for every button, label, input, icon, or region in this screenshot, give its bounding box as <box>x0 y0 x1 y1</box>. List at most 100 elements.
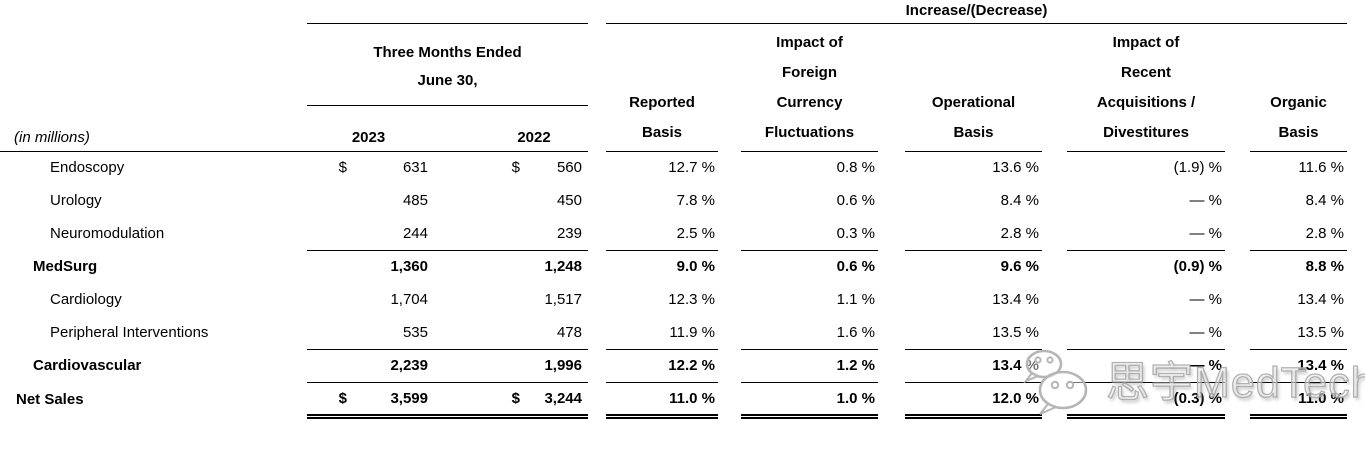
value-operational-basis: 2.8 % <box>905 217 1042 251</box>
currency-impact-header: Impact of Foreign Currency Fluctuations <box>741 23 878 152</box>
spacer-cell <box>1042 316 1067 349</box>
value-operational-basis: 12.0 % <box>905 382 1042 419</box>
value-currency-impact: 0.8 % <box>836 159 875 177</box>
spacer-cell <box>718 184 741 217</box>
period-header: Three Months Ended June 30, <box>307 22 588 106</box>
spacer-cell <box>430 151 480 184</box>
value-2023: 1,704 <box>390 291 428 308</box>
spacer-cell <box>588 349 606 382</box>
spacer-cell <box>430 382 480 419</box>
value-organic-basis: 13.5 % <box>1250 316 1348 350</box>
header-row-increase: Increase/(Decrease) <box>0 0 1348 24</box>
spacer-cell <box>878 316 905 349</box>
table-row: MedSurg 1,360 1,248 9.0 % 0.6 % 9.6 % (0.9) % 8… <box>0 250 1347 283</box>
spacer-cell <box>588 23 606 105</box>
value-operational-basis: 8.4 % <box>1000 192 1039 209</box>
segment-sales-table: Increase/(Decrease) Three Months Ended J… <box>0 0 1348 419</box>
value-operational-basis: 13.6 % <box>992 159 1039 177</box>
spacer-cell <box>1225 283 1250 316</box>
value-currency-impact: 0.6 % <box>836 192 875 209</box>
value-reported-basis: 7.8 % <box>676 192 715 209</box>
value-currency-impact: 1.0 % <box>741 382 878 419</box>
value-acquisitions-impact: (0.9) % <box>1173 258 1222 276</box>
value-acquisitions-impact: (0.3) % <box>1067 382 1225 419</box>
spacer-cell <box>1042 184 1067 217</box>
value-2022: 478 <box>520 316 588 350</box>
spacer-cell <box>588 184 606 217</box>
table-row: Cardiovascular 2,239 1,996 12.2 % 1.2 % 13.4 … <box>0 349 1348 383</box>
dollar-sign-2022 <box>480 250 520 283</box>
table-header: Increase/(Decrease) Three Months Ended J… <box>0 0 1348 152</box>
value-acquisitions-impact: — % <box>1067 349 1225 383</box>
spacer-cell <box>588 316 606 349</box>
value-organic-basis: 11.0 % <box>1250 382 1348 419</box>
spacer-cell <box>430 349 480 383</box>
spacer-cell <box>0 0 606 23</box>
value-acquisitions-impact: — % <box>1067 316 1225 350</box>
acquisitions-impact-header: Impact of Recent Acquisitions / Divestit… <box>1067 23 1225 152</box>
dollar-sign-2023 <box>307 217 347 251</box>
spacer-cell <box>1042 382 1067 416</box>
value-organic-basis: 11.6 % <box>1298 159 1345 177</box>
value-operational-basis: 13.4 % <box>905 349 1042 383</box>
spacer-cell <box>878 23 905 151</box>
spacer-cell <box>878 283 905 316</box>
row-label: Neuromodulation <box>50 225 165 242</box>
spacer-cell <box>1042 217 1067 250</box>
value-reported-basis: 11.9 % <box>606 316 718 350</box>
value-2022: 450 <box>556 192 582 209</box>
value-currency-impact: 1.1 % <box>836 291 875 308</box>
header-row-period: Three Months Ended June 30, Reported Bas… <box>0 22 1348 152</box>
dollar-sign-2022 <box>480 217 520 251</box>
value-reported-basis: 12.7 % <box>668 159 715 177</box>
spacer-cell <box>1042 23 1067 151</box>
spacer-cell <box>878 382 905 416</box>
value-operational-basis: 13.4 % <box>992 291 1039 308</box>
spacer-cell <box>878 217 905 250</box>
spacer-cell <box>588 217 606 250</box>
value-2023: 3,599 <box>347 382 430 419</box>
dollar-sign-2023 <box>307 283 347 316</box>
value-2022: 1,517 <box>544 291 582 308</box>
table-row: Cardiology 1,704 1,517 12.3 % 1.1 % 13.4 % — %… <box>0 283 1347 316</box>
spacer-cell <box>588 283 606 316</box>
spacer-cell <box>718 382 741 416</box>
value-2023: 2,239 <box>347 349 430 383</box>
year-2022-header: 2022 <box>480 105 588 152</box>
value-currency-impact: 0.6 % <box>836 258 875 276</box>
value-2023: 631 <box>402 159 428 177</box>
dollar-sign-2023 <box>307 184 347 217</box>
value-2023: 1,360 <box>390 258 428 276</box>
spacer-cell <box>1225 23 1250 151</box>
spacer-cell <box>430 184 480 217</box>
row-label: Net Sales <box>16 390 84 408</box>
spacer-cell <box>1042 250 1067 283</box>
row-label: MedSurg <box>33 258 98 275</box>
value-organic-basis: 13.4 % <box>1297 291 1345 308</box>
value-organic-basis: 13.4 % <box>1250 349 1348 383</box>
value-acquisitions-impact: — % <box>1067 217 1225 251</box>
value-2023: 244 <box>347 217 430 251</box>
increase-decrease-header: Increase/(Decrease) <box>606 0 1348 24</box>
table-row: Net Sales $3,599 $3,244 11.0 % 1.0 % 12.0 % (0… <box>0 382 1348 419</box>
operational-basis-header: Operational Basis <box>905 23 1042 152</box>
year-2023-header: 2023 <box>307 105 430 152</box>
dollar-sign-2023 <box>307 349 347 383</box>
table-row: Endoscopy $631 $560 12.7 % 0.8 % 13.6 % (1.9) … <box>0 151 1347 184</box>
value-organic-basis: 2.8 % <box>1250 217 1348 251</box>
spacer-cell <box>588 382 606 416</box>
in-millions-label: (in millions) <box>0 105 307 152</box>
spacer-cell <box>1225 151 1250 184</box>
spacer-cell <box>878 184 905 217</box>
spacer-cell <box>430 316 480 350</box>
value-reported-basis: 12.2 % <box>606 349 718 383</box>
reported-basis-header: Reported Basis <box>606 23 718 152</box>
spacer-cell <box>430 283 480 316</box>
spacer-cell <box>1225 316 1250 349</box>
table-row: Neuromodulation 244 239 2.5 % 0.3 % 2.8 % — % 2… <box>0 217 1348 251</box>
value-reported-basis: 2.5 % <box>606 217 718 251</box>
value-operational-basis: 9.6 % <box>1000 258 1039 276</box>
spacer-cell <box>718 349 741 382</box>
spacer-cell <box>430 250 480 283</box>
row-label: Endoscopy <box>50 159 125 177</box>
